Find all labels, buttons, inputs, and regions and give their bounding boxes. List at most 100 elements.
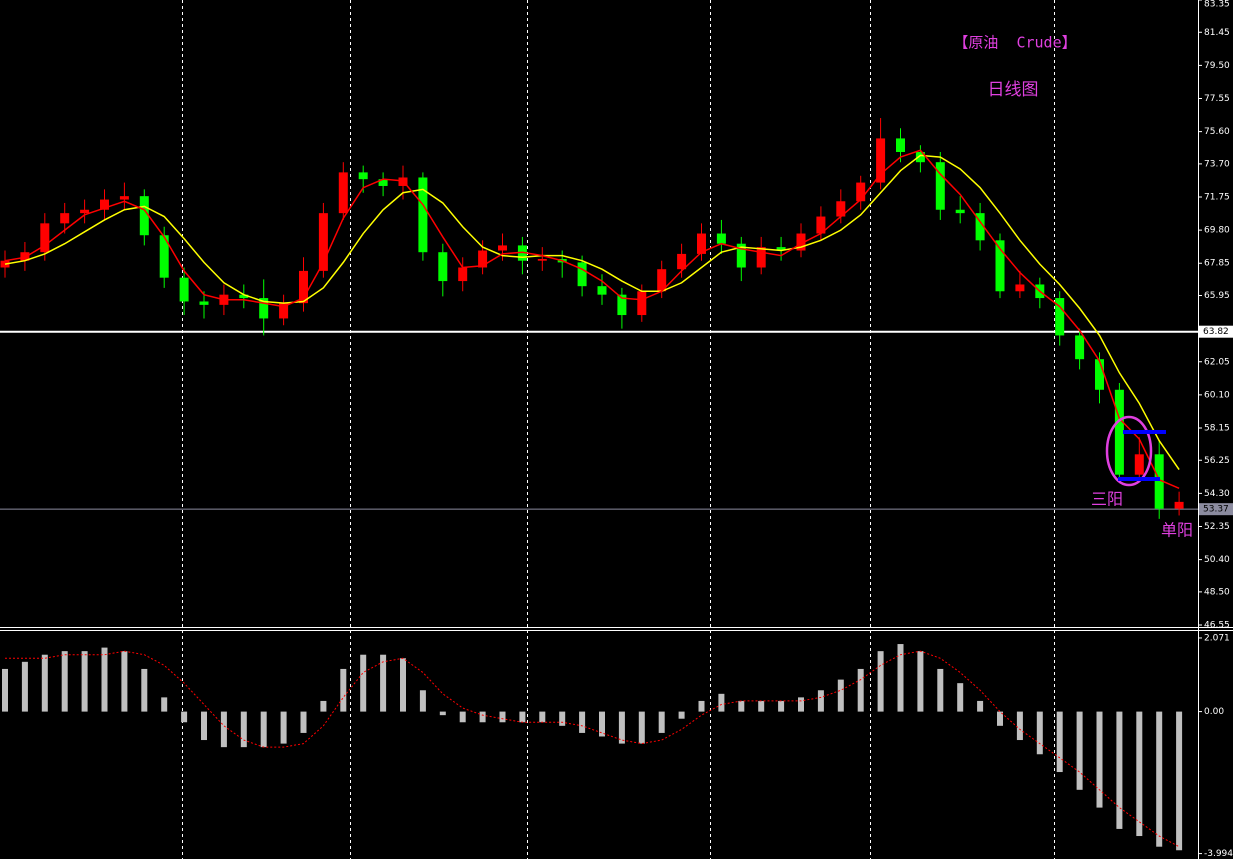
y-tick-label: 83.35	[1204, 0, 1230, 10]
candle-body	[1154, 454, 1164, 509]
candle-body	[517, 245, 527, 261]
candle-body	[776, 247, 786, 251]
candle-body	[498, 245, 507, 251]
candle-body	[199, 301, 209, 305]
histogram-bar	[579, 711, 586, 733]
candle-body	[836, 201, 846, 217]
candle-body	[299, 270, 308, 304]
candle-body	[617, 294, 627, 316]
histogram-bar	[1076, 711, 1083, 790]
candle-body	[1055, 298, 1065, 336]
candle-body	[657, 269, 667, 292]
chart-title: 【原油 Crude】	[953, 34, 1076, 52]
histogram-bar	[599, 711, 605, 737]
candle-body	[139, 196, 149, 236]
histogram-bar	[957, 683, 964, 712]
y-tick-label: 56.25	[1204, 456, 1230, 466]
histogram-bar	[718, 693, 725, 712]
histogram-bar	[638, 711, 645, 744]
candle-body	[876, 138, 886, 183]
histogram-bar	[340, 668, 347, 712]
y-tick-label: 2.071	[1204, 633, 1230, 643]
candle-body	[896, 138, 905, 153]
candle-body	[438, 252, 448, 282]
candle-body	[179, 277, 189, 302]
candle-body	[856, 182, 866, 202]
candle-body	[577, 262, 587, 287]
candle-body	[0, 260, 10, 268]
histogram-bar	[1176, 711, 1183, 851]
candle-body	[100, 199, 109, 210]
histogram-bar	[997, 711, 1003, 726]
level-label: 53.37	[1203, 505, 1229, 515]
candle-body	[796, 233, 806, 251]
candle-body	[677, 253, 687, 270]
candle-body	[119, 196, 129, 200]
level-label-box	[1199, 325, 1233, 338]
candle-body	[637, 291, 647, 316]
candle-body	[1134, 454, 1144, 475]
histogram-bar	[201, 711, 207, 741]
candle-body	[1174, 501, 1184, 509]
y-tick-label: 71.75	[1204, 193, 1230, 203]
candle-body	[1075, 335, 1085, 360]
y-tick-label: 50.40	[1204, 555, 1230, 565]
histogram-bar	[837, 679, 844, 712]
histogram-bar	[1016, 711, 1023, 741]
candle-body	[975, 213, 985, 241]
y-tick-label: 69.80	[1204, 226, 1230, 236]
histogram-bar	[539, 711, 546, 723]
candle-body	[1015, 284, 1025, 292]
histogram-bar	[877, 651, 884, 712]
candle-body	[338, 172, 348, 214]
histogram-bar	[320, 700, 327, 712]
candle-body	[358, 172, 368, 180]
candle-body	[478, 250, 488, 268]
candle-body	[995, 240, 1005, 292]
histogram-bar	[658, 711, 665, 733]
histogram-bar	[1036, 711, 1043, 755]
y-tick-label: 75.60	[1204, 127, 1230, 137]
histogram-bar	[101, 647, 108, 712]
y-tick-label: 79.50	[1204, 61, 1230, 71]
histogram-bar	[519, 711, 526, 723]
y-tick-label: 62.05	[1204, 357, 1230, 367]
y-tick-label: 46.55	[1204, 621, 1230, 631]
candle-body	[756, 247, 766, 268]
candle-body	[239, 294, 249, 299]
histogram-bar	[61, 651, 68, 712]
moving-average	[4, 154, 1180, 471]
histogram-bar	[897, 644, 904, 712]
candle-body	[697, 233, 706, 254]
histogram-bar	[1156, 711, 1163, 847]
annotation: 三阳	[1091, 490, 1123, 509]
level-label: 63.82	[1203, 327, 1229, 337]
y-tick-label: 0.00	[1204, 707, 1224, 717]
candle-body	[318, 213, 328, 271]
candle-body	[418, 177, 428, 253]
histogram-bar	[479, 711, 486, 723]
histogram-bar	[380, 654, 387, 712]
candle-body	[40, 223, 50, 253]
histogram-bar	[439, 711, 446, 716]
histogram-bar	[758, 700, 765, 712]
candle-body	[597, 286, 607, 295]
histogram-bar	[917, 651, 924, 712]
histogram-bar	[161, 697, 168, 712]
chart-subtitle: 日线图	[988, 80, 1039, 100]
y-tick-label: -3.994	[1204, 849, 1233, 859]
histogram-bar	[2, 668, 8, 712]
candle-body	[935, 162, 945, 210]
histogram-bar	[400, 658, 406, 712]
candle-body	[279, 303, 289, 319]
histogram-bar	[817, 690, 824, 712]
histogram-bar	[81, 651, 88, 712]
histogram-bar	[798, 697, 804, 712]
histogram-bar	[678, 711, 685, 719]
histogram-bar	[280, 711, 287, 744]
histogram-bar	[240, 711, 247, 748]
candle-body	[816, 216, 826, 234]
histogram-bar	[419, 690, 426, 712]
